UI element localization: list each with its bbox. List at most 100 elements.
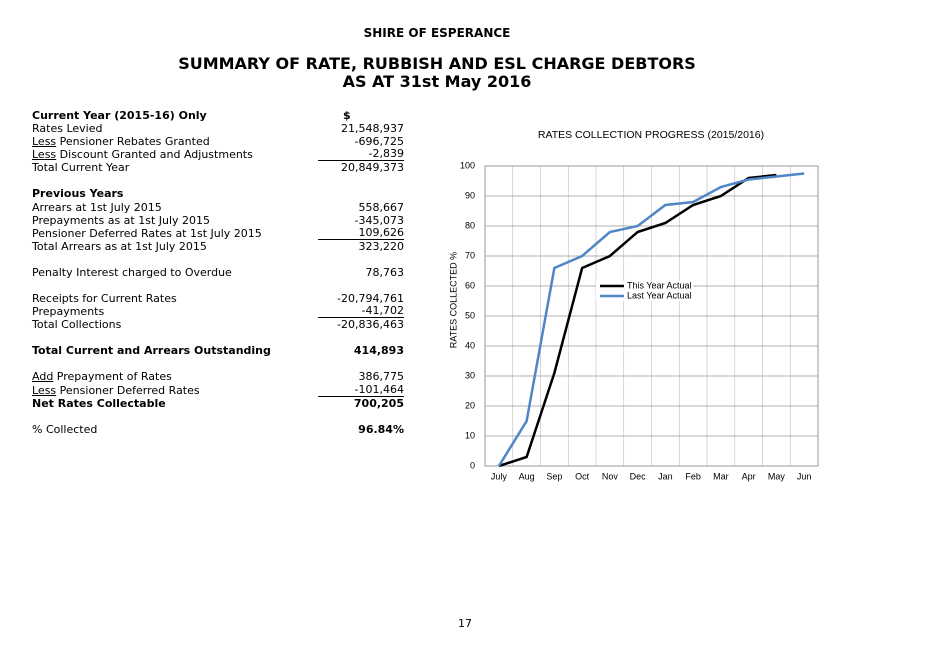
legend-label: This Year Actual	[627, 280, 692, 290]
table-row: Total Current and Arrears Outstanding 414…	[32, 344, 404, 357]
row-label: Discount Granted and Adjustments	[59, 148, 253, 162]
row-value: -345,073	[354, 213, 404, 227]
row-value: -696,725	[354, 135, 404, 149]
table-row: Penalty Interest charged to Overdue 78,76…	[32, 266, 404, 279]
y-tick-label: 10	[465, 430, 475, 440]
x-tick-label: Nov	[602, 471, 619, 481]
table-row: Current Year (2015-16) Only $	[32, 109, 404, 122]
row-label: Total Current and Arrears Outstanding	[32, 344, 271, 358]
row-label: Total Current Year	[32, 161, 130, 175]
row-label: Current Year (2015-16) Only	[32, 109, 207, 122]
table-row: % Collected 96.84%	[32, 423, 404, 436]
table-row: Less Pensioner Deferred Rates -101,464	[32, 383, 404, 397]
row-value: -2,839	[318, 148, 404, 162]
x-tick-label: Feb	[685, 471, 701, 481]
x-tick-label: Jun	[797, 471, 812, 481]
row-value: 78,763	[365, 265, 405, 279]
row-value: 20,849,373	[341, 161, 404, 175]
table-row: Prepayments as at 1st July 2015 -345,073	[32, 214, 404, 227]
x-tick-label: Mar	[713, 471, 729, 481]
table-row: Total Collections -20,836,463	[32, 318, 404, 331]
row-value: 323,220	[358, 239, 405, 253]
section: Penalty Interest charged to Overdue 78,76…	[32, 266, 404, 279]
x-tick-label: Sep	[546, 471, 562, 481]
row-prefix: Less	[32, 148, 57, 162]
title: SUMMARY OF RATE, RUBBISH AND ESL CHARGE …	[178, 54, 696, 73]
x-tick-label: Aug	[519, 471, 535, 481]
series-line	[497, 172, 805, 467]
row-label: % Collected	[32, 422, 98, 436]
x-tick-label: Apr	[742, 471, 756, 481]
x-tick-label: Dec	[630, 471, 647, 481]
page-number: 17	[458, 617, 472, 630]
row-label: Penalty Interest charged to Overdue	[32, 265, 232, 279]
row-label: Net Rates Collectable	[32, 396, 166, 410]
row-label: Previous Years	[32, 187, 124, 201]
row-label: Pensioner Deferred Rates	[59, 383, 200, 397]
table-row: Total Arrears as at 1st July 2015 323,220	[32, 240, 404, 253]
x-tick-label: May	[768, 471, 786, 481]
row-value: 386,775	[358, 370, 405, 384]
section: % Collected 96.84%	[32, 423, 404, 436]
chart-title: RATES COLLECTION PROGRESS (2015/2016)	[538, 129, 764, 141]
row-prefix: Less	[32, 135, 57, 149]
row-value: 21,548,937	[341, 122, 404, 136]
y-tick-label: 60	[465, 280, 475, 290]
row-value: 96.84%	[358, 422, 404, 436]
row-label: Prepayments	[32, 305, 105, 319]
row-value: -101,464	[318, 383, 404, 397]
x-tick-label: Jan	[658, 471, 673, 481]
legend-label: Last Year Actual	[627, 290, 692, 300]
row-value: -20,794,761	[337, 292, 404, 306]
y-tick-label: 40	[465, 340, 475, 350]
table-row: Receipts for Current Rates -20,794,761	[32, 292, 404, 305]
table-row: Less Discount Granted and Adjustments -2,…	[32, 148, 404, 162]
y-tick-label: 0	[470, 460, 475, 470]
section: Current Year (2015-16) Only $ Rates Levied…	[32, 109, 404, 174]
table-row: Prepayments -41,702	[32, 305, 404, 319]
table-row: Add Prepayment of Rates 386,775	[32, 370, 404, 383]
series-line	[498, 173, 777, 468]
y-tick-label: 30	[465, 370, 475, 380]
y-tick-label: 80	[465, 220, 475, 230]
row-value: $	[343, 109, 351, 122]
row-value: 414,893	[353, 344, 404, 358]
y-axis-label: RATES COLLECTED %	[448, 252, 458, 348]
y-tick-label: 70	[465, 250, 475, 260]
y-tick-label: 50	[465, 310, 475, 320]
row-label: Receipts for Current Rates	[32, 292, 177, 306]
row-label: Rates Levied	[32, 122, 103, 136]
table-row: Pensioner Deferred Rates at 1st July 201…	[32, 226, 404, 240]
table-row: Net Rates Collectable 700,205	[32, 397, 404, 410]
row-label: Prepayment of Rates	[56, 370, 172, 384]
row-value: 700,205	[353, 396, 404, 410]
y-tick-label: 100	[460, 160, 475, 170]
row-prefix: Add	[32, 370, 54, 384]
table-row: Less Pensioner Rebates Granted -696,725	[32, 135, 404, 148]
y-tick-label: 90	[465, 190, 475, 200]
row-value: -41,702	[318, 305, 404, 319]
row-label: Pensioner Rebates Granted	[59, 135, 210, 149]
y-tick-label: 20	[465, 400, 475, 410]
section: Receipts for Current Rates -20,794,761 Pre…	[32, 292, 404, 331]
row-label: Arrears at 1st July 2015	[32, 200, 162, 214]
row-label: Pensioner Deferred Rates at 1st July 201…	[32, 226, 262, 240]
row-prefix: Less	[32, 383, 57, 397]
organisation: SHIRE OF ESPERANCE	[363, 26, 511, 40]
row-label: Prepayments as at 1st July 2015	[32, 213, 211, 227]
x-tick-label: Oct	[575, 471, 590, 481]
section: Add Prepayment of Rates 386,775 Less Pensi…	[32, 370, 404, 410]
x-tick-label: July	[491, 471, 508, 481]
row-value: 109,626	[318, 226, 404, 240]
summary-table: Current Year (2015-16) Only $ Rates Levied…	[32, 109, 404, 449]
table-row: Arrears at 1st July 2015 558,667	[32, 201, 404, 214]
table-row: Total Current Year 20,849,373	[32, 161, 404, 174]
row-value: 558,667	[358, 200, 405, 214]
table-row: Previous Years	[32, 187, 404, 200]
section: Previous Years Arrears at 1st July 2015 55…	[32, 187, 404, 253]
title: AS AT 31st May 2016	[342, 72, 532, 91]
row-label: Total Collections	[32, 318, 122, 332]
row-value: -20,836,463	[337, 318, 404, 332]
